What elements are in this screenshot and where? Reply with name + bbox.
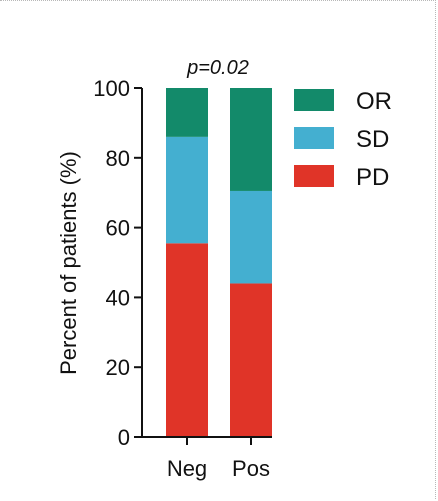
bar-pos-sd [230,190,272,284]
y-tick-label-20: 20 [106,355,130,380]
x-axis-labels: Neg Pos [167,456,270,481]
y-tick-label-80: 80 [106,146,130,171]
legend-swatch-sd [294,127,334,149]
legend-label-or: OR [356,88,392,115]
legend-swatch-pd [294,165,334,187]
bar-pos-pd [230,283,272,437]
legend: OR SD PD [294,88,392,191]
legend-label-sd: SD [356,126,389,153]
y-tick-label-100: 100 [93,76,130,101]
y-tick-label-0: 0 [118,425,130,450]
x-tick-label-pos: Pos [232,456,270,481]
bar-pos-or [230,88,272,191]
bar-neg-sd [166,136,208,244]
y-axis: 0 20 40 60 80 100 [93,76,272,450]
legend-label-pd: PD [356,164,389,191]
y-tick-label-40: 40 [106,285,130,310]
bars-group [166,88,272,437]
bar-neg-or [166,88,208,137]
p-value-annotation: p=0.02 [186,57,249,79]
y-axis-title: Percent of patients (%) [56,151,81,375]
x-tick-label-neg: Neg [167,456,207,481]
bar-neg-pd [166,243,208,437]
y-tick-label-60: 60 [106,216,130,241]
legend-swatch-or [294,89,334,111]
